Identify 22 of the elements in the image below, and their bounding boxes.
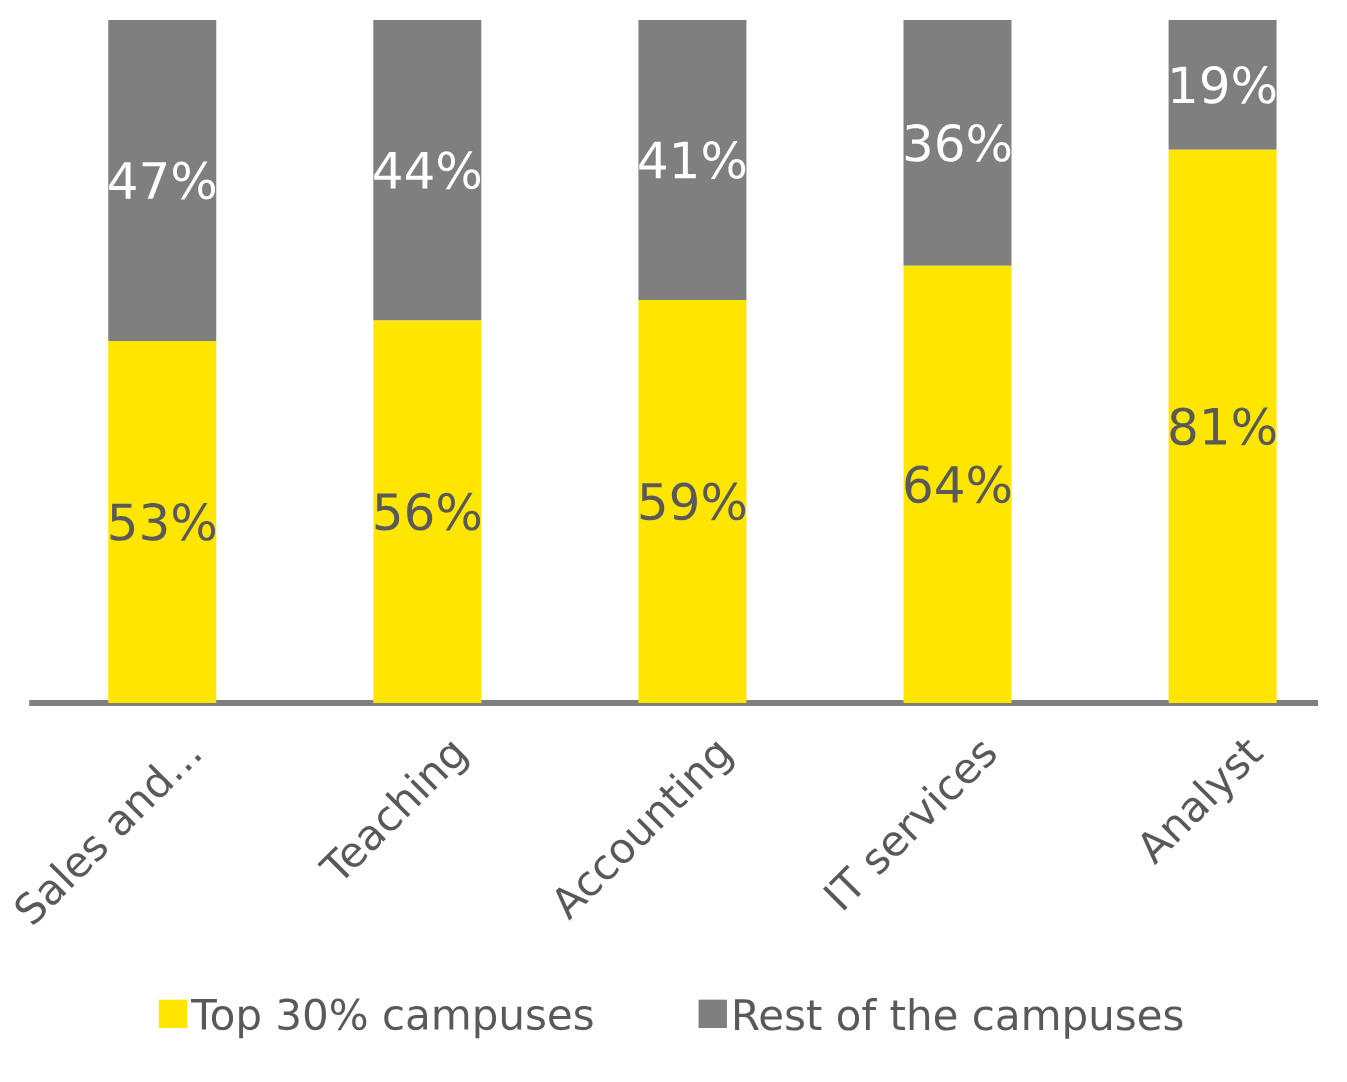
bar	[108, 341, 217, 703]
bar	[638, 20, 747, 301]
data-label: 81%	[1170, 407, 1276, 446]
data-label: 64%	[905, 465, 1011, 504]
legend-label: Top 30% campuses	[190, 998, 593, 1039]
legend-label: Rest of the campuses	[735, 998, 1183, 1039]
data-label: 44%	[374, 151, 481, 190]
data-label: 56%	[375, 492, 481, 531]
data-label: 59%	[640, 482, 746, 521]
data-label: 47%	[109, 161, 216, 200]
bar	[1168, 20, 1277, 150]
bar	[903, 265, 1012, 703]
bar	[373, 20, 482, 321]
bar	[1168, 149, 1277, 703]
bar	[108, 20, 217, 342]
data-label: 36%	[905, 124, 1011, 162]
bar	[638, 300, 747, 703]
bar	[373, 320, 482, 703]
bar	[903, 20, 1012, 266]
data-label: 41%	[639, 141, 746, 179]
data-label: 53%	[110, 503, 216, 541]
data-label: 19%	[1172, 66, 1276, 104]
